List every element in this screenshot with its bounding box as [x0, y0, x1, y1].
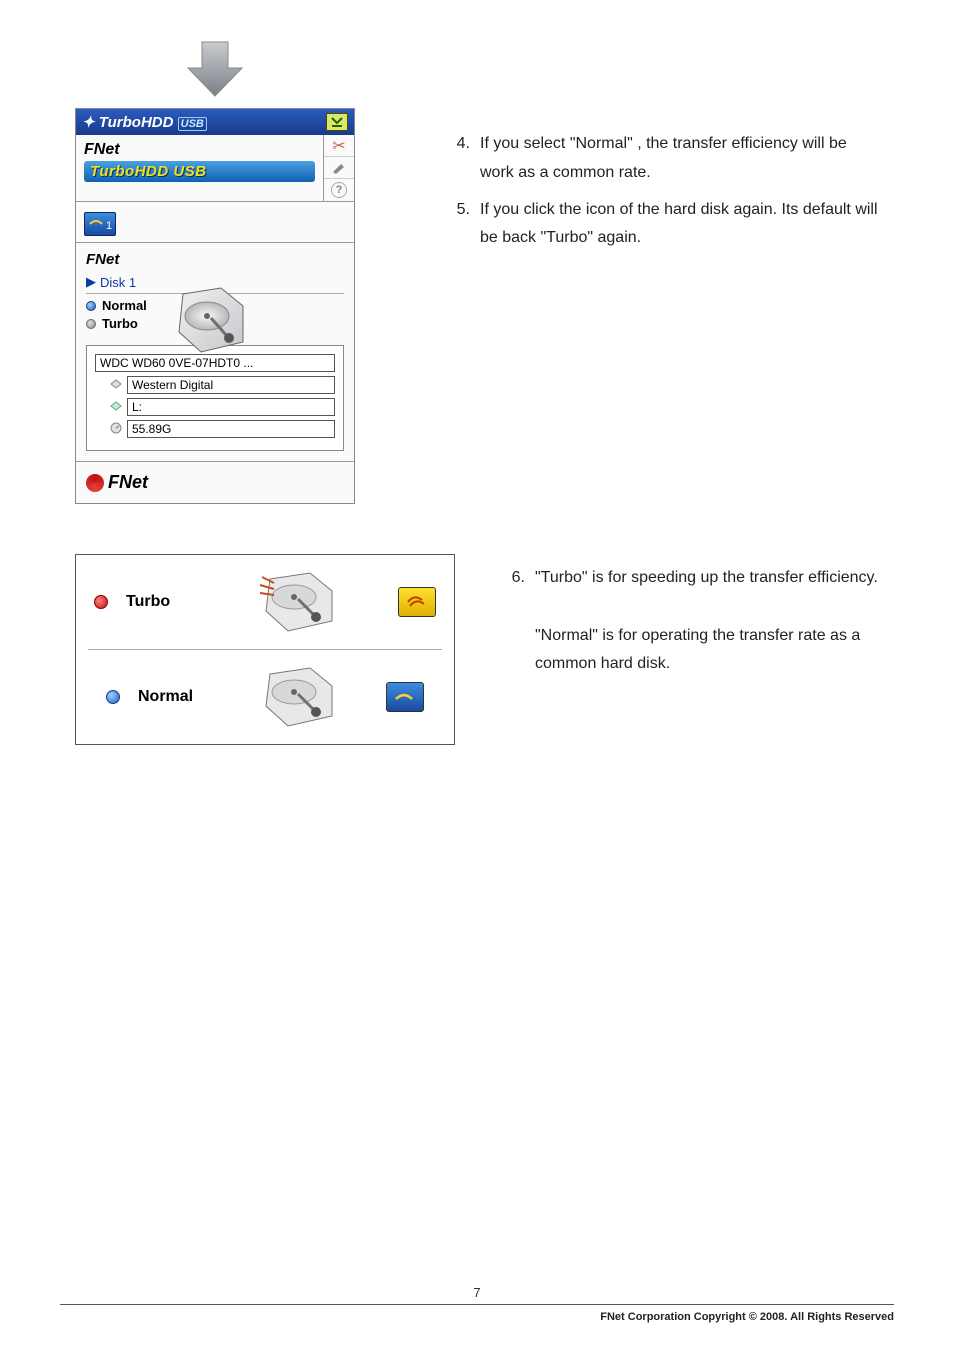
page-number: 7	[60, 1285, 894, 1305]
help-icon[interactable]: ?	[331, 182, 347, 198]
drive-letter-icon	[109, 400, 123, 415]
item6-text-a: "Turbo" is for speeding up the transfer …	[535, 569, 878, 586]
vendor-icon	[109, 378, 123, 393]
normal-hdd-icon	[226, 666, 368, 728]
panel-fnet: FNet	[86, 251, 344, 268]
page-footer: 7 FNet Corporation Copyright © 2008. All…	[60, 1285, 894, 1323]
svg-text:1: 1	[106, 220, 112, 232]
capacity-icon	[109, 422, 123, 437]
radio-selected-icon	[86, 301, 96, 311]
modes-card: Turbo Normal	[75, 554, 455, 745]
instruction-4: 4. If you select "Normal" , the transfer…	[450, 130, 884, 188]
disk-label: Disk 1	[100, 275, 136, 290]
item5-num: 5.	[450, 196, 470, 254]
footer-logo: FNet	[76, 462, 354, 503]
brush-icon[interactable]	[324, 157, 354, 179]
radio-unselected-icon	[86, 319, 96, 329]
item4-text: If you select "Normal" , the transfer ef…	[480, 130, 884, 188]
vendor-name: Western Digital	[127, 376, 335, 394]
hdd-icon[interactable]	[171, 286, 249, 361]
instruction-6: 6. "Turbo" is for speeding up the transf…	[505, 564, 884, 679]
drive-letter: L:	[127, 398, 335, 416]
tab-1[interactable]: 1	[84, 212, 116, 236]
mode-normal-entry: Normal	[88, 649, 442, 744]
normal-dot-icon	[106, 690, 120, 704]
fnet-text: FNet	[84, 141, 315, 159]
app-star-icon: ✦	[82, 114, 95, 131]
mode-normal-label: Normal	[102, 298, 147, 313]
normal-badge-icon	[386, 682, 424, 712]
turbohdd-app-window: ✦ TurboHDD USB FNet TurboHDD USB ✂	[75, 108, 355, 504]
copyright: FNet Corporation Copyright © 2008. All R…	[60, 1311, 894, 1323]
item5-text: If you click the icon of the hard disk a…	[480, 196, 884, 254]
arrow-down-icon	[180, 40, 250, 100]
mode-turbo-entry: Turbo	[76, 555, 454, 649]
item6-text-b: "Normal" is for operating the transfer r…	[535, 627, 860, 673]
app-title: TurboHDD	[99, 114, 174, 131]
fnet-footer-text: FNet	[108, 472, 148, 493]
title-bar: ✦ TurboHDD USB	[76, 109, 354, 135]
scissors-icon[interactable]: ✂	[324, 135, 354, 157]
turbo-dot-icon	[94, 595, 108, 609]
mode-turbo-label: Turbo	[102, 316, 138, 331]
turbo-hdd-icon	[214, 571, 380, 633]
item6-num: 6.	[505, 564, 525, 679]
logo-area: FNet TurboHDD USB	[76, 135, 324, 202]
fnet-swirl-icon	[86, 474, 104, 492]
capacity: 55.89G	[127, 420, 335, 438]
item4-num: 4.	[450, 130, 470, 188]
turbo-label: Turbo	[126, 593, 196, 611]
instruction-5: 5. If you click the icon of the hard dis…	[450, 196, 884, 254]
collapse-button[interactable]	[326, 113, 348, 131]
turbo-badge-icon	[398, 587, 436, 617]
app-title-badge: USB	[178, 117, 207, 131]
normal-label: Normal	[138, 688, 208, 706]
turbohdd-banner: TurboHDD USB	[84, 161, 315, 182]
